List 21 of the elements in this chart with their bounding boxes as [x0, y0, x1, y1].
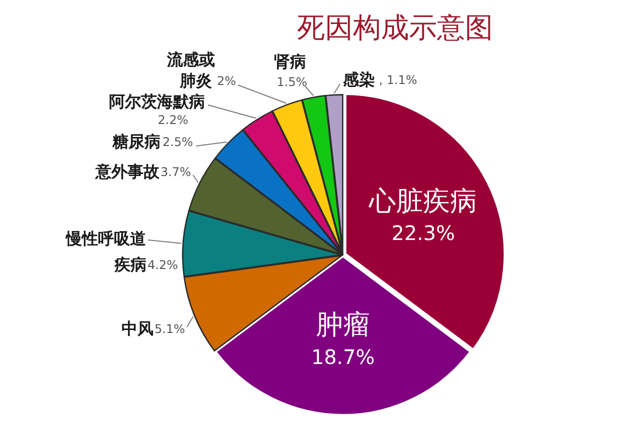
data-label: 2.5% [162, 135, 194, 150]
data-label: 18.7% [311, 344, 375, 369]
slice-label: 肾病 [274, 52, 306, 72]
data-label: 2.2% [158, 113, 188, 128]
data-label: 1.5% [276, 75, 308, 90]
data-label: 5.1% [154, 322, 186, 336]
chart-title: 死因构成示意图 [296, 10, 494, 46]
slice-label: 慢性呼吸道疾病 [65, 229, 147, 274]
slice-label: 肿瘤 [316, 310, 370, 341]
data-label: 4.2% [148, 258, 178, 272]
data-label: 3.7% [160, 165, 192, 180]
data-label: , 1.1% [379, 73, 418, 88]
slice-label: 阿尔茨海默病 [109, 92, 205, 112]
slice-label: 意外事故 [94, 162, 161, 182]
slice-label: 流感或肺炎 [166, 50, 215, 90]
data-label: 2% [216, 74, 236, 88]
slice-label: 心脏疾病 [368, 186, 478, 217]
slice-label: 感染 [342, 70, 375, 90]
data-label: 22.3% [391, 221, 456, 246]
slice-label: 中风 [122, 319, 154, 338]
slice-label: 糖尿病 [112, 132, 161, 152]
